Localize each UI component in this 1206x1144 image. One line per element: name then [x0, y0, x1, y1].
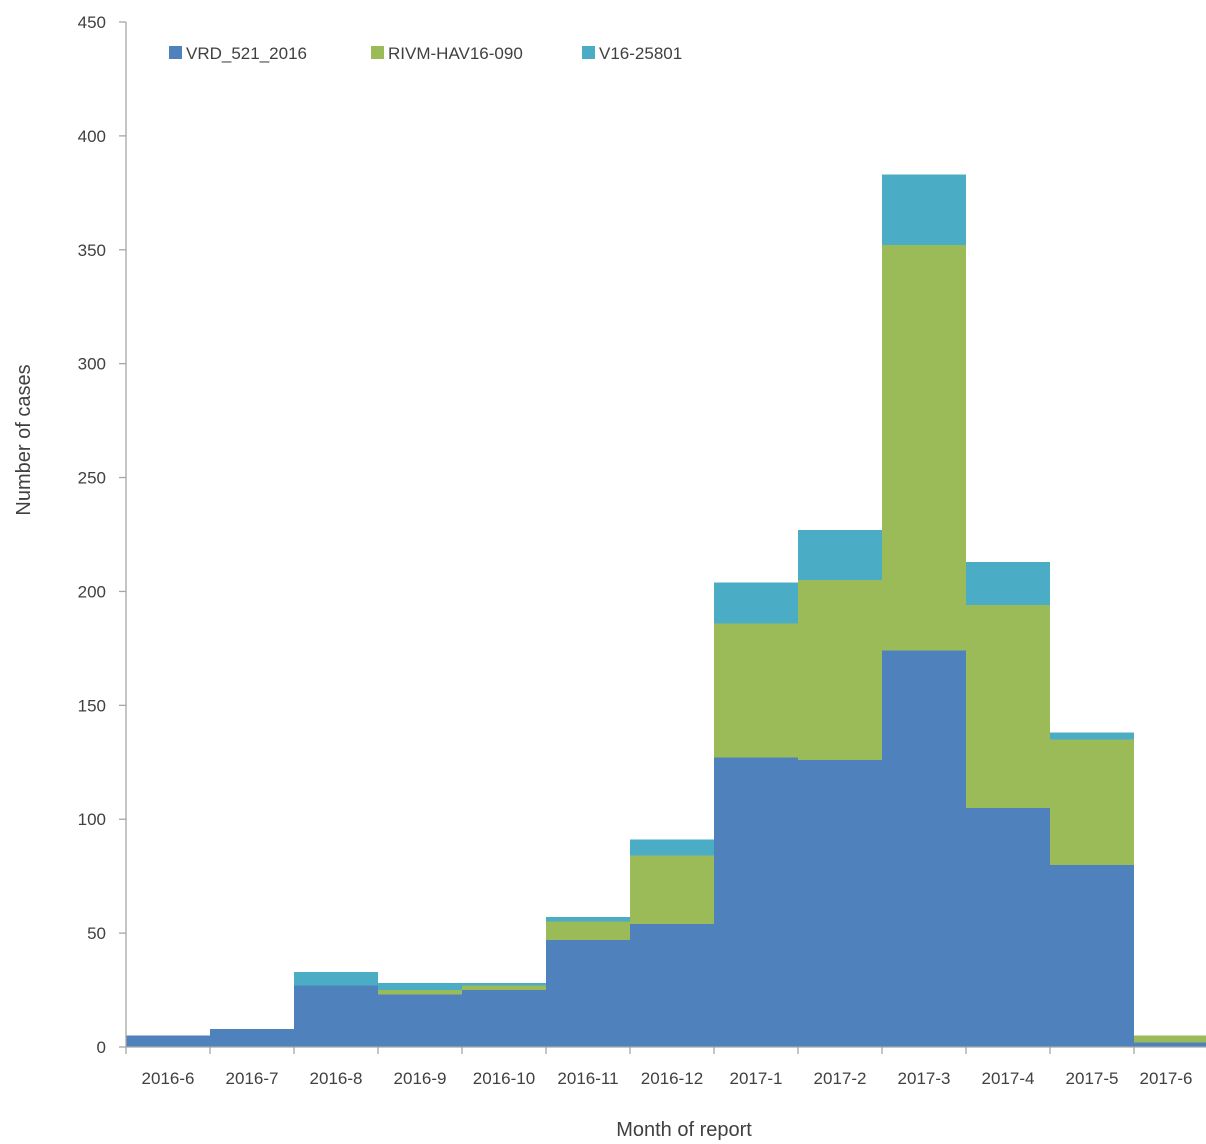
- bar-segment-3-2017-1: [714, 582, 798, 624]
- x-tick-label: 2016-10: [473, 1069, 535, 1088]
- legend: VRD_521_2016 RIVM-HAV16-090 V16-25801: [169, 44, 682, 63]
- bar-segment-3-2016-10: [462, 983, 546, 986]
- bar-segment-3-2017-4: [966, 561, 1050, 606]
- y-tick-label: 100: [78, 810, 106, 829]
- bar-segment-3-2016-8: [294, 971, 378, 986]
- bar-segment-1-2017-2: [798, 760, 882, 1047]
- bar-segment-1-2016-10: [462, 990, 546, 1047]
- y-tick-label: 350: [78, 241, 106, 260]
- bar-segment-2-2016-9: [378, 990, 462, 995]
- bar-segment-1-2016-6: [126, 1035, 210, 1047]
- axes-group: [125, 22, 1206, 1048]
- x-axis-title: Month of report: [616, 1119, 752, 1141]
- x-tick-label: 2016-7: [226, 1069, 279, 1088]
- bar-segment-1-2016-7: [210, 1028, 294, 1047]
- bar-segment-2-2017-4: [966, 605, 1050, 808]
- x-tick-label: 2017-3: [898, 1069, 951, 1088]
- x-tick-label: 2016-9: [394, 1069, 447, 1088]
- bar-segment-2-2016-12: [630, 855, 714, 924]
- x-tick-label: 2016-12: [641, 1069, 703, 1088]
- bar-segment-1-2016-11: [546, 939, 630, 1047]
- bar-segment-1-2017-5: [1050, 864, 1134, 1047]
- x-ticks-group: 2016-6 2016-7 2016-8 2016-9 2016-10 2016-11 20…: [125, 1047, 1193, 1088]
- bar-segment-3-2016-9: [378, 983, 462, 991]
- bar-segment-1-2017-6: [1134, 1042, 1206, 1047]
- legend-swatch-3: [582, 46, 595, 59]
- bar-segment-1-2016-9: [378, 994, 462, 1047]
- x-tick-label: 2016-11: [557, 1069, 618, 1088]
- legend-label-1: VRD_521_2016: [186, 44, 307, 63]
- legend-swatch-1: [169, 46, 182, 59]
- y-tick-label: 200: [78, 582, 106, 601]
- bar-segment-3-2017-2: [798, 529, 882, 581]
- bar-segment-2-2016-11: [546, 921, 630, 940]
- bar-segment-2-2017-6: [1134, 1035, 1206, 1043]
- bar-segment-3-2017-5: [1050, 732, 1134, 740]
- y-tick-label: 50: [87, 924, 106, 943]
- legend-label-2: RIVM-HAV16-090: [388, 44, 523, 63]
- x-tick-label: 2017-4: [982, 1069, 1035, 1088]
- y-ticks-group: 0 50 100 150 200 250 300 350 400 450: [78, 13, 126, 1057]
- x-tick-label: 2017-6: [1140, 1069, 1193, 1088]
- bar-segment-2-2017-2: [798, 580, 882, 760]
- bar-segment-1-2017-3: [882, 650, 966, 1047]
- bar-segment-3-2017-3: [882, 174, 966, 246]
- bar-segment-1-2017-4: [966, 807, 1050, 1047]
- legend-label-3: V16-25801: [599, 44, 682, 63]
- y-tick-label: 450: [78, 13, 106, 32]
- bar-segment-3-2016-11: [546, 917, 630, 922]
- bar-segment-1-2016-12: [630, 924, 714, 1047]
- y-tick-label: 400: [78, 127, 106, 146]
- x-tick-label: 2017-1: [730, 1069, 783, 1088]
- x-tick-label: 2016-6: [142, 1069, 195, 1088]
- y-axis-title: Number of cases: [13, 364, 35, 515]
- bar-segment-2-2017-5: [1050, 739, 1134, 865]
- bar-segment-3-2016-12: [630, 839, 714, 856]
- y-tick-label: 300: [78, 355, 106, 374]
- legend-swatch-2: [371, 46, 384, 59]
- bars-group: [126, 174, 1206, 1047]
- y-tick-label: 0: [97, 1038, 106, 1057]
- bar-segment-1-2017-1: [714, 757, 798, 1047]
- y-tick-label: 250: [78, 469, 106, 488]
- bar-segment-1-2016-8: [294, 985, 378, 1047]
- x-tick-label: 2016-8: [310, 1069, 363, 1088]
- bar-segment-2-2016-10: [462, 985, 546, 991]
- bar-segment-2-2017-3: [882, 245, 966, 651]
- x-tick-label: 2017-5: [1066, 1069, 1119, 1088]
- bar-segment-2-2017-1: [714, 623, 798, 758]
- x-tick-label: 2017-2: [814, 1069, 867, 1088]
- y-tick-label: 150: [78, 696, 106, 715]
